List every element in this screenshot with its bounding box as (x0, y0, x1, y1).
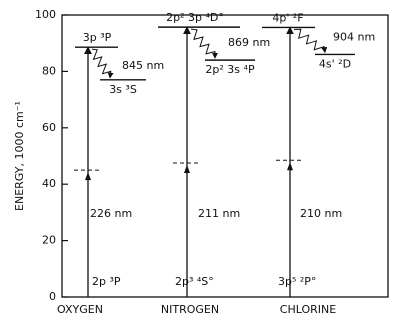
emission-arrow (190, 28, 218, 59)
mid-arrowhead (287, 162, 293, 171)
category-label: NITROGEN (161, 303, 219, 316)
absorption-label: 211 nm (198, 207, 240, 220)
y-tick-label: 60 (42, 121, 56, 134)
emission-label: 904 nm (333, 30, 375, 43)
upper-level-label: 3p ³P (83, 31, 112, 44)
y-tick-label: 20 (42, 234, 56, 247)
mid-arrowhead (85, 172, 91, 181)
category-label: OXYGEN (57, 303, 103, 316)
y-axis-label: ENERGY, 1000 cm⁻¹ (13, 101, 26, 211)
y-tick-label: 100 (35, 8, 56, 21)
emission-arrow (91, 48, 114, 79)
lower-level-label: 4s' ²D (319, 57, 351, 70)
mid-arrowhead (184, 165, 190, 174)
ground-label: 3p⁵ ²P° (278, 275, 316, 288)
upper-level-label: 4p' ²F (272, 11, 303, 24)
ground-label: 2p³ ⁴S° (175, 275, 214, 288)
absorption-label: 226 nm (90, 207, 132, 220)
y-tick-label: 80 (42, 64, 56, 77)
upper-level-label: 2p² 3p ⁴D° (166, 11, 224, 24)
emission-label: 869 nm (228, 36, 270, 49)
category-label: CHLORINE (280, 303, 336, 316)
emission-label: 845 nm (122, 59, 164, 72)
absorption-label: 210 nm (300, 207, 342, 220)
ground-label: 2p ³P (92, 275, 121, 288)
lower-level-label: 3s ³S (109, 83, 137, 96)
lower-level-label: 2p² 3s ⁴P (205, 63, 255, 76)
emission-arrow (293, 28, 328, 54)
plot-frame (61, 14, 389, 298)
y-tick-label: 0 (49, 290, 56, 303)
y-tick-label: 40 (42, 177, 56, 190)
